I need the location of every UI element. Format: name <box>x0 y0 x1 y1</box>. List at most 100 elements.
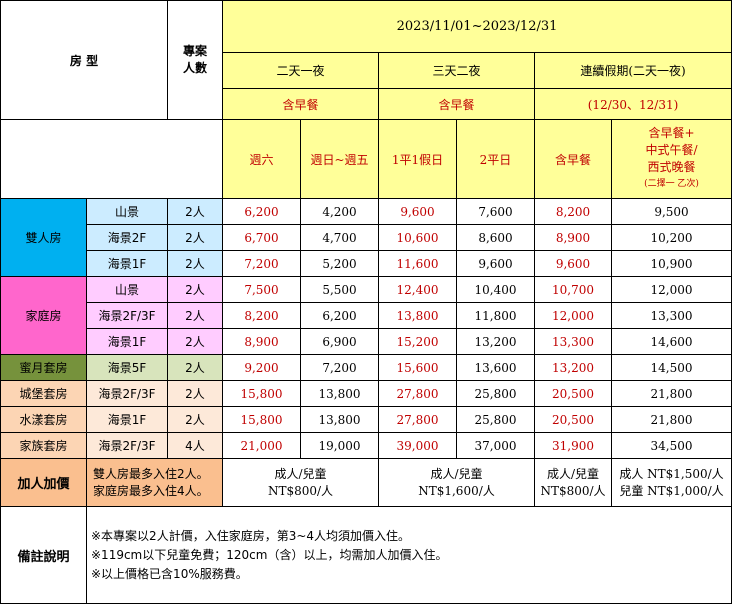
category-water-suite: 水漾套房 <box>0 406 87 433</box>
price-cell: 13,300 <box>610 302 733 329</box>
extra-price-4-line-2: 兒童 NT$1,000/人 <box>619 483 724 498</box>
price-cell: 9,200 <box>222 354 301 381</box>
room-type-header: 房 型 <box>0 0 168 120</box>
price-cell: 13,800 <box>300 406 379 433</box>
price-cell: 21,800 <box>610 406 733 433</box>
view-cell: 海景2F/3F <box>86 380 168 407</box>
category-castle-suite: 城堡套房 <box>0 380 87 407</box>
extra-person-label: 加人加價 <box>0 458 87 507</box>
extra-price-2-line-2: NT$1,600/人 <box>418 483 495 498</box>
subcol-saturday: 週六 <box>222 119 301 199</box>
meal-plan-line-1: 含早餐+ <box>648 126 695 140</box>
category-family-room: 家庭房 <box>0 276 87 355</box>
price-cell: 39,000 <box>378 432 457 459</box>
category-double-room: 雙人房 <box>0 198 87 277</box>
meal-plan-line-4: (二擇一 乙次) <box>644 179 699 189</box>
meal-header-3: (12/30、12/31) <box>533 88 733 120</box>
price-cell: 5,200 <box>300 250 379 277</box>
extra-price-4-line-1: 成人 NT$1,500/人 <box>619 466 724 481</box>
price-cell: 7,200 <box>300 354 379 381</box>
price-cell: 34,500 <box>610 432 733 459</box>
price-cell: 13,800 <box>378 302 457 329</box>
price-cell: 15,200 <box>378 328 457 355</box>
price-cell: 13,800 <box>300 380 379 407</box>
meal-plan-line-3: 西式晚餐 <box>647 160 696 174</box>
people-cell: 2人 <box>167 198 223 225</box>
price-cell: 10,700 <box>534 276 612 303</box>
people-cell: 2人 <box>167 380 223 407</box>
category-honeymoon-suite: 蜜月套房 <box>0 354 87 381</box>
view-cell: 山景 <box>86 198 168 225</box>
price-cell: 6,200 <box>222 198 301 225</box>
price-cell: 20,500 <box>534 380 612 407</box>
price-cell: 9,600 <box>534 250 612 277</box>
price-cell: 13,300 <box>534 328 612 355</box>
subcol-holiday-breakfast: 含早餐 <box>534 119 612 199</box>
price-cell: 10,400 <box>456 276 535 303</box>
price-cell: 14,600 <box>610 328 733 355</box>
table-row: 蜜月套房 海景5F 2人 9,200 7,200 15,600 13,600 1… <box>0 354 733 381</box>
price-cell: 10,900 <box>610 250 733 277</box>
price-cell: 5,500 <box>300 276 379 303</box>
table-row: 家庭房 山景 2人 7,500 5,500 12,400 10,400 10,7… <box>0 276 733 355</box>
people-cell: 2人 <box>167 250 223 277</box>
extra-price-2: 成人/兒童 NT$1,600/人 <box>378 458 535 507</box>
blank-cell <box>0 119 223 199</box>
group-header-2: 三天二夜 <box>378 52 535 89</box>
price-cell: 11,800 <box>456 302 535 329</box>
price-cell: 6,700 <box>222 224 301 251</box>
price-cell: 11,600 <box>378 250 457 277</box>
extra-price-1: 成人/兒童 NT$800/人 <box>222 458 379 507</box>
price-cell: 15,800 <box>222 406 301 433</box>
table-row: 家族套房 海景2F/3F 4人 21,000 19,000 39,000 37,… <box>0 432 733 459</box>
price-cell: 27,800 <box>378 406 457 433</box>
price-cell: 9,500 <box>610 198 733 225</box>
view-cell: 海景2F/3F <box>86 302 168 329</box>
extra-person-rules: 雙人房最多入住2人。 家庭房最多入住4人。 <box>86 458 223 507</box>
note-line-2: ※119cm以下兒童免費；120cm（含）以上，均需加人加價入住。 <box>91 548 448 562</box>
price-cell: 4,700 <box>300 224 379 251</box>
notes-content: ※本專案以2人計價，入住家庭房，第3~4人均須加價入住。 ※119cm以下兒童免… <box>85 506 733 604</box>
table-row: 海景2F/3F 2人 8,200 6,200 13,800 11,800 12,… <box>1 302 733 329</box>
people-cell: 2人 <box>167 328 223 355</box>
price-cell: 19,000 <box>300 432 379 459</box>
price-cell: 15,600 <box>378 354 457 381</box>
extra-price-2-line-1: 成人/兒童 <box>430 466 483 481</box>
people-cell: 4人 <box>167 432 223 459</box>
people-header-line-1: 專案 <box>182 44 207 58</box>
subcol-mixed: 1平1假日 <box>378 119 457 199</box>
view-cell: 海景2F/3F <box>86 432 168 459</box>
extra-price-3-line-1: 成人/兒童 <box>546 466 600 481</box>
price-cell: 27,800 <box>378 380 457 407</box>
price-cell: 8,200 <box>534 198 612 225</box>
table-row: 海景2F 2人 6,700 4,700 10,600 8,600 8,900 1… <box>1 224 733 251</box>
table-row: 城堡套房 海景2F/3F 2人 15,800 13,800 27,800 25,… <box>0 380 733 407</box>
price-cell: 7,600 <box>456 198 535 225</box>
price-cell: 12,400 <box>378 276 457 303</box>
price-cell: 14,500 <box>610 354 733 381</box>
price-cell: 7,200 <box>222 250 301 277</box>
extra-price-1-line-1: 成人/兒童 <box>274 466 327 481</box>
price-cell: 8,900 <box>534 224 612 251</box>
price-cell: 10,200 <box>610 224 733 251</box>
meal-header-2: 含早餐 <box>378 88 535 120</box>
price-cell: 25,800 <box>456 406 535 433</box>
price-cell: 31,900 <box>534 432 612 459</box>
price-cell: 21,800 <box>610 380 733 407</box>
subcol-meal-plan: 含早餐+ 中式午餐/ 西式晚餐 (二擇一 乙次) <box>610 119 733 199</box>
price-cell: 4,200 <box>300 198 379 225</box>
view-cell: 山景 <box>86 276 168 303</box>
view-cell: 海景1F <box>86 328 168 355</box>
view-cell: 海景1F <box>86 250 168 277</box>
extra-price-3: 成人/兒童 NT$800/人 <box>534 458 612 507</box>
people-cell: 2人 <box>167 354 223 381</box>
people-cell: 2人 <box>167 302 223 329</box>
price-cell: 6,900 <box>300 328 379 355</box>
price-cell: 9,600 <box>456 250 535 277</box>
price-cell: 13,200 <box>534 354 612 381</box>
category-clan-suite: 家族套房 <box>0 432 87 459</box>
note-line-3: ※以上價格已含10%服務費。 <box>91 567 248 581</box>
price-cell: 7,500 <box>222 276 301 303</box>
price-cell: 6,200 <box>300 302 379 329</box>
